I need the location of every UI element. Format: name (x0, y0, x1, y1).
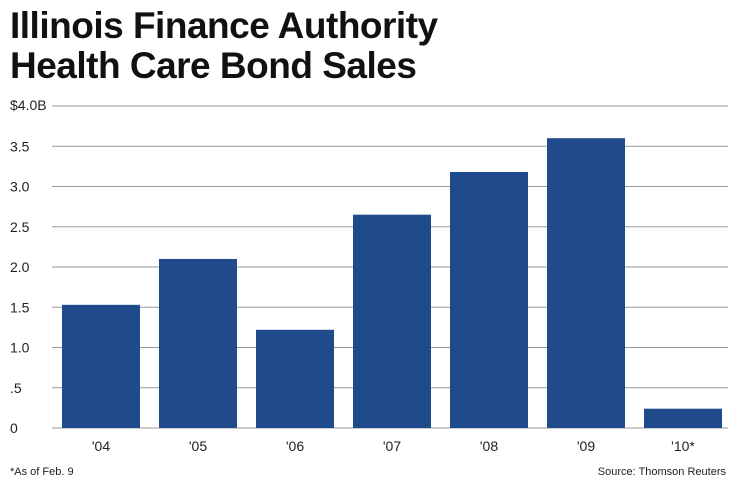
bar (62, 304, 140, 428)
y-tick-label: 3.5 (10, 138, 30, 154)
chart-title-line-1: Illinois Finance Authority (10, 5, 438, 46)
y-tick-label: 3.0 (10, 179, 30, 195)
y-tick-label: 2.0 (10, 259, 30, 275)
x-axis-category-labels: '04 '05 '06 '07 '08 '09 '10* (92, 438, 696, 454)
y-tick-label: 1.0 (10, 340, 30, 356)
x-category-label: '04 (92, 438, 110, 454)
y-tick-label: 2.5 (10, 219, 30, 235)
y-axis-tick-labels: 0 .5 1.0 1.5 2.0 2.5 3.0 3.5 $4.0B (10, 97, 47, 436)
y-tick-label: 0 (10, 420, 18, 436)
chart-title-line-2: Health Care Bond Sales (10, 45, 417, 86)
x-category-label: '07 (383, 438, 401, 454)
bar (450, 172, 528, 428)
x-category-label: '06 (286, 438, 304, 454)
x-category-label: '10* (671, 438, 695, 454)
bar (353, 214, 431, 428)
x-category-label: '09 (577, 438, 595, 454)
bars (62, 138, 722, 428)
y-tick-label: .5 (10, 380, 22, 396)
chart-title: Illinois Finance Authority Health Care B… (10, 6, 438, 86)
x-category-label: '05 (189, 438, 207, 454)
y-tick-label: $4.0B (10, 97, 47, 113)
y-tick-label: 1.5 (10, 299, 30, 315)
bar (644, 408, 722, 428)
footnote: *As of Feb. 9 (10, 466, 74, 478)
x-category-label: '08 (480, 438, 498, 454)
bar (256, 329, 334, 428)
bar (159, 258, 237, 428)
source-note: Source: Thomson Reuters (597, 466, 726, 478)
bar (547, 138, 625, 428)
